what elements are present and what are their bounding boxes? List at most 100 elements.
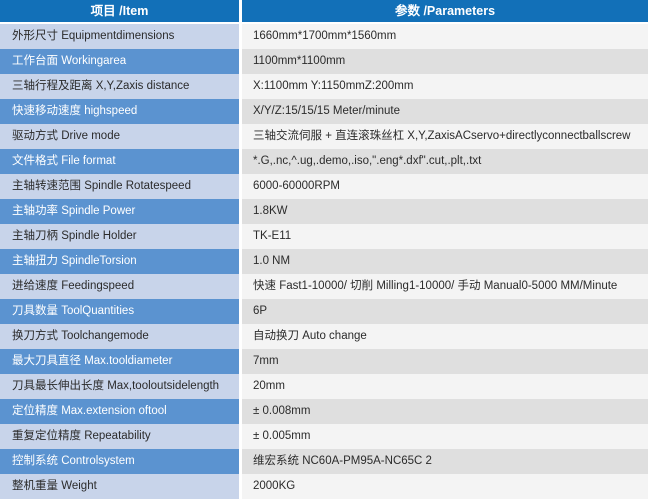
column-separator bbox=[239, 49, 242, 74]
item-label: 定位精度 Max.extension oftool bbox=[0, 399, 239, 424]
parameter-value: 三轴交流伺服 + 直连滚珠丝杠 X,Y,ZaxisACservo+directl… bbox=[242, 124, 648, 149]
parameter-value: 1.8KW bbox=[242, 199, 648, 224]
table-cell-parameter: X:1100mm Y:1150mmZ:200mm bbox=[242, 74, 648, 99]
table-body: 外形尺寸 Equipmentdimensions 1660mm*1700mm*15… bbox=[0, 22, 648, 499]
table-cell-item: 最大刀具直径 Max.tooldiameter bbox=[0, 349, 239, 374]
column-separator bbox=[239, 149, 242, 174]
table-cell-item: 整机重量 Weight bbox=[0, 474, 239, 499]
table-cell-parameter: ± 0.008mm bbox=[242, 399, 648, 424]
header-column-separator bbox=[239, 0, 242, 22]
table-row: 外形尺寸 Equipmentdimensions 1660mm*1700mm*15… bbox=[0, 24, 648, 49]
column-separator bbox=[239, 249, 242, 274]
table-cell-item: 快速移动速度 highspeed bbox=[0, 99, 239, 124]
column-separator bbox=[239, 424, 242, 449]
table-row: 文件格式 File format *.G,.nc,^.ug,.demo,.iso,… bbox=[0, 149, 648, 174]
parameter-value: 1660mm*1700mm*1560mm bbox=[242, 24, 648, 49]
table-cell-item: 主轴刀柄 Spindle Holder bbox=[0, 224, 239, 249]
parameter-value: 1100mm*1100mm bbox=[242, 49, 648, 74]
table-row: 整机重量 Weight 2000KG bbox=[0, 474, 648, 499]
table-cell-parameter: X/Y/Z:15/15/15 Meter/minute bbox=[242, 99, 648, 124]
item-label: 驱动方式 Drive mode bbox=[0, 124, 239, 149]
parameter-value: 6000-60000RPM bbox=[242, 174, 648, 199]
item-label: 主轴转速范围 Spindle Rotatespeed bbox=[0, 174, 239, 199]
table-row: 控制系统 Controlsystem 维宏系统 NC60A-PM95A-NC65C… bbox=[0, 449, 648, 474]
table-row: 三轴行程及距离 X,Y,Zaxis distance X:1100mm Y:115… bbox=[0, 74, 648, 99]
table-cell-item: 定位精度 Max.extension oftool bbox=[0, 399, 239, 424]
table-cell-item: 主轴扭力 SpindleTorsion bbox=[0, 249, 239, 274]
item-label: 快速移动速度 highspeed bbox=[0, 99, 239, 124]
table-cell-parameter: 快速 Fast1-10000/ 切削 Milling1-10000/ 手动 Ma… bbox=[242, 274, 648, 299]
column-separator bbox=[239, 74, 242, 99]
table-cell-item: 刀具数量 ToolQuantities bbox=[0, 299, 239, 324]
table-cell-parameter: 1660mm*1700mm*1560mm bbox=[242, 24, 648, 49]
column-separator bbox=[239, 324, 242, 349]
table-row: 主轴功率 Spindle Power 1.8KW bbox=[0, 199, 648, 224]
item-label: 主轴功率 Spindle Power bbox=[0, 199, 239, 224]
table-cell-item: 主轴功率 Spindle Power bbox=[0, 199, 239, 224]
table-cell-item: 文件格式 File format bbox=[0, 149, 239, 174]
column-separator bbox=[239, 374, 242, 399]
item-label: 整机重量 Weight bbox=[0, 474, 239, 499]
header-cell-parameters: 参数 /Parameters bbox=[242, 0, 648, 22]
table-cell-item: 外形尺寸 Equipmentdimensions bbox=[0, 24, 239, 49]
column-separator bbox=[239, 299, 242, 324]
item-label: 最大刀具直径 Max.tooldiameter bbox=[0, 349, 239, 374]
table-cell-parameter: 2000KG bbox=[242, 474, 648, 499]
header-body-gap bbox=[0, 22, 648, 24]
table-row: 定位精度 Max.extension oftool ± 0.008mm bbox=[0, 399, 648, 424]
table-cell-item: 换刀方式 Toolchangemode bbox=[0, 324, 239, 349]
parameter-value: 维宏系统 NC60A-PM95A-NC65C 2 bbox=[242, 449, 648, 474]
table-cell-item: 控制系统 Controlsystem bbox=[0, 449, 239, 474]
column-separator bbox=[239, 224, 242, 249]
parameter-value: X:1100mm Y:1150mmZ:200mm bbox=[242, 74, 648, 99]
parameter-value: *.G,.nc,^.ug,.demo,.iso,".eng*.dxf".cut,… bbox=[242, 149, 648, 174]
column-separator bbox=[239, 449, 242, 474]
table-cell-parameter: 6P bbox=[242, 299, 648, 324]
table-cell-parameter: 6000-60000RPM bbox=[242, 174, 648, 199]
table-row: 刀具数量 ToolQuantities 6P bbox=[0, 299, 648, 324]
header-label-item: 项目 /Item bbox=[0, 0, 239, 22]
item-label: 主轴扭力 SpindleTorsion bbox=[0, 249, 239, 274]
table-row: 进给速度 Feedingspeed 快速 Fast1-10000/ 切削 Mill… bbox=[0, 274, 648, 299]
table-cell-parameter: *.G,.nc,^.ug,.demo,.iso,".eng*.dxf".cut,… bbox=[242, 149, 648, 174]
column-separator bbox=[239, 99, 242, 124]
table-cell-parameter: 1.8KW bbox=[242, 199, 648, 224]
table-cell-parameter: TK-E11 bbox=[242, 224, 648, 249]
table-row: 主轴转速范围 Spindle Rotatespeed 6000-60000RPM bbox=[0, 174, 648, 199]
parameter-value: 快速 Fast1-10000/ 切削 Milling1-10000/ 手动 Ma… bbox=[242, 274, 648, 299]
item-label: 三轴行程及距离 X,Y,Zaxis distance bbox=[0, 74, 239, 99]
table-cell-parameter: 三轴交流伺服 + 直连滚珠丝杠 X,Y,ZaxisACservo+directl… bbox=[242, 124, 648, 149]
table-row: 工作台面 Workingarea 1100mm*1100mm bbox=[0, 49, 648, 74]
item-label: 控制系统 Controlsystem bbox=[0, 449, 239, 474]
table-cell-item: 重复定位精度 Repeatability bbox=[0, 424, 239, 449]
table-header-row: 项目 /Item 参数 /Parameters bbox=[0, 0, 648, 22]
column-separator bbox=[239, 199, 242, 224]
table-row: 驱动方式 Drive mode 三轴交流伺服 + 直连滚珠丝杠 X,Y,Zaxis… bbox=[0, 124, 648, 149]
table-header: 项目 /Item 参数 /Parameters bbox=[0, 0, 648, 22]
table-row: 主轴扭力 SpindleTorsion 1.0 NM bbox=[0, 249, 648, 274]
item-label: 重复定位精度 Repeatability bbox=[0, 424, 239, 449]
header-cell-item: 项目 /Item bbox=[0, 0, 239, 22]
parameter-value: 2000KG bbox=[242, 474, 648, 499]
item-label: 工作台面 Workingarea bbox=[0, 49, 239, 74]
parameter-value: ± 0.005mm bbox=[242, 424, 648, 449]
table-cell-item: 主轴转速范围 Spindle Rotatespeed bbox=[0, 174, 239, 199]
table-row: 刀具最长伸出长度 Max,tooloutsidelength 20mm bbox=[0, 374, 648, 399]
table-cell-parameter: 1100mm*1100mm bbox=[242, 49, 648, 74]
table-row: 重复定位精度 Repeatability ± 0.005mm bbox=[0, 424, 648, 449]
table-cell-parameter: 自动换刀 Auto change bbox=[242, 324, 648, 349]
table-cell-parameter: 维宏系统 NC60A-PM95A-NC65C 2 bbox=[242, 449, 648, 474]
parameter-value: 6P bbox=[242, 299, 648, 324]
table-cell-parameter: 7mm bbox=[242, 349, 648, 374]
parameter-value: 7mm bbox=[242, 349, 648, 374]
column-separator bbox=[239, 124, 242, 149]
parameter-value: 1.0 NM bbox=[242, 249, 648, 274]
item-label: 文件格式 File format bbox=[0, 149, 239, 174]
table-cell-item: 驱动方式 Drive mode bbox=[0, 124, 239, 149]
parameter-value: ± 0.008mm bbox=[242, 399, 648, 424]
table-row: 换刀方式 Toolchangemode 自动换刀 Auto change bbox=[0, 324, 648, 349]
table-row: 主轴刀柄 Spindle Holder TK-E11 bbox=[0, 224, 648, 249]
header-label-parameters: 参数 /Parameters bbox=[242, 0, 648, 22]
parameter-value: 自动换刀 Auto change bbox=[242, 324, 648, 349]
